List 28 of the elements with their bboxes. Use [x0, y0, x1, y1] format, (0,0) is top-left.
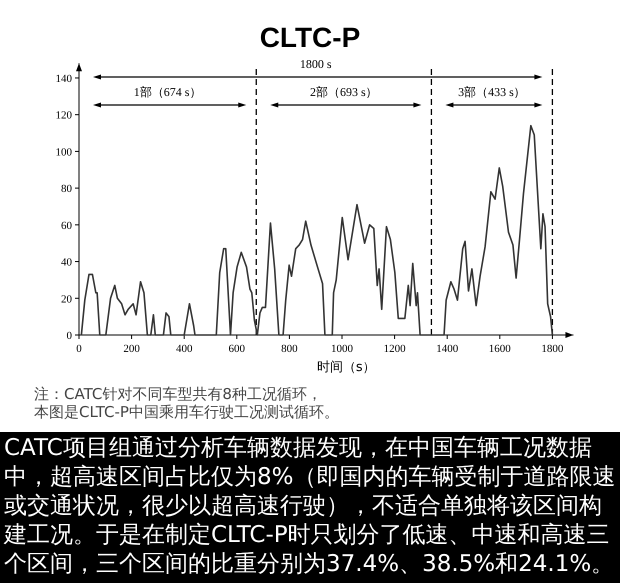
x-tick-label: 1200	[384, 343, 406, 355]
x-tick-label: 1800	[541, 343, 564, 355]
x-tick-label: 200	[123, 343, 140, 355]
y-tick-label: 100	[56, 146, 72, 158]
y-tick-label: 140	[56, 72, 72, 85]
text: 注：CATC针对不同车型共有8种工况循环，	[34, 385, 322, 403]
x-axis-title: 时间（s）	[316, 360, 376, 375]
chart-title: CLTC-P	[260, 22, 360, 53]
x-tick-label: 400	[176, 343, 193, 355]
x-tick-label: 800	[281, 343, 298, 355]
y-tick-label: 40	[61, 256, 72, 269]
y-tick-label: 120	[56, 110, 72, 122]
text: CATC项目组通过分析车辆数据发现，在中国车辆工况数据中，超高速区间占比仅为8%（即国内的车辆受制于道路限速或交通状况，很少以超高速行驶），不适合单独将该区间构建工况。于是在制定CLTC-P时只划分了低速、中速和高速三个区间，三个区间的比重分别为37.4%、38.5%和24.1%。	[0, 432, 620, 583]
x-tick-label: 1000	[331, 343, 354, 355]
y-tick-label: 20	[61, 293, 72, 306]
annotation: 1800 s	[300, 57, 332, 71]
x-tick-label: 1400	[436, 343, 459, 355]
annotation: 2部（693 s）	[310, 85, 378, 99]
y-tick-label: 0	[66, 330, 72, 342]
text: 本图是CLTC-P中国乘用车行驶工况测试循环。	[34, 403, 339, 421]
line-series	[80, 124, 554, 336]
x-tick-label: 0	[76, 343, 82, 355]
y-tick-label: 80	[61, 183, 72, 196]
annotation: 1部（674 s）	[134, 85, 202, 99]
x-tick-label: 1600	[488, 343, 512, 355]
y-tick-label: 60	[61, 220, 72, 232]
annotation: 3部（433 s）	[458, 85, 526, 99]
x-tick-label: 600	[228, 343, 246, 355]
